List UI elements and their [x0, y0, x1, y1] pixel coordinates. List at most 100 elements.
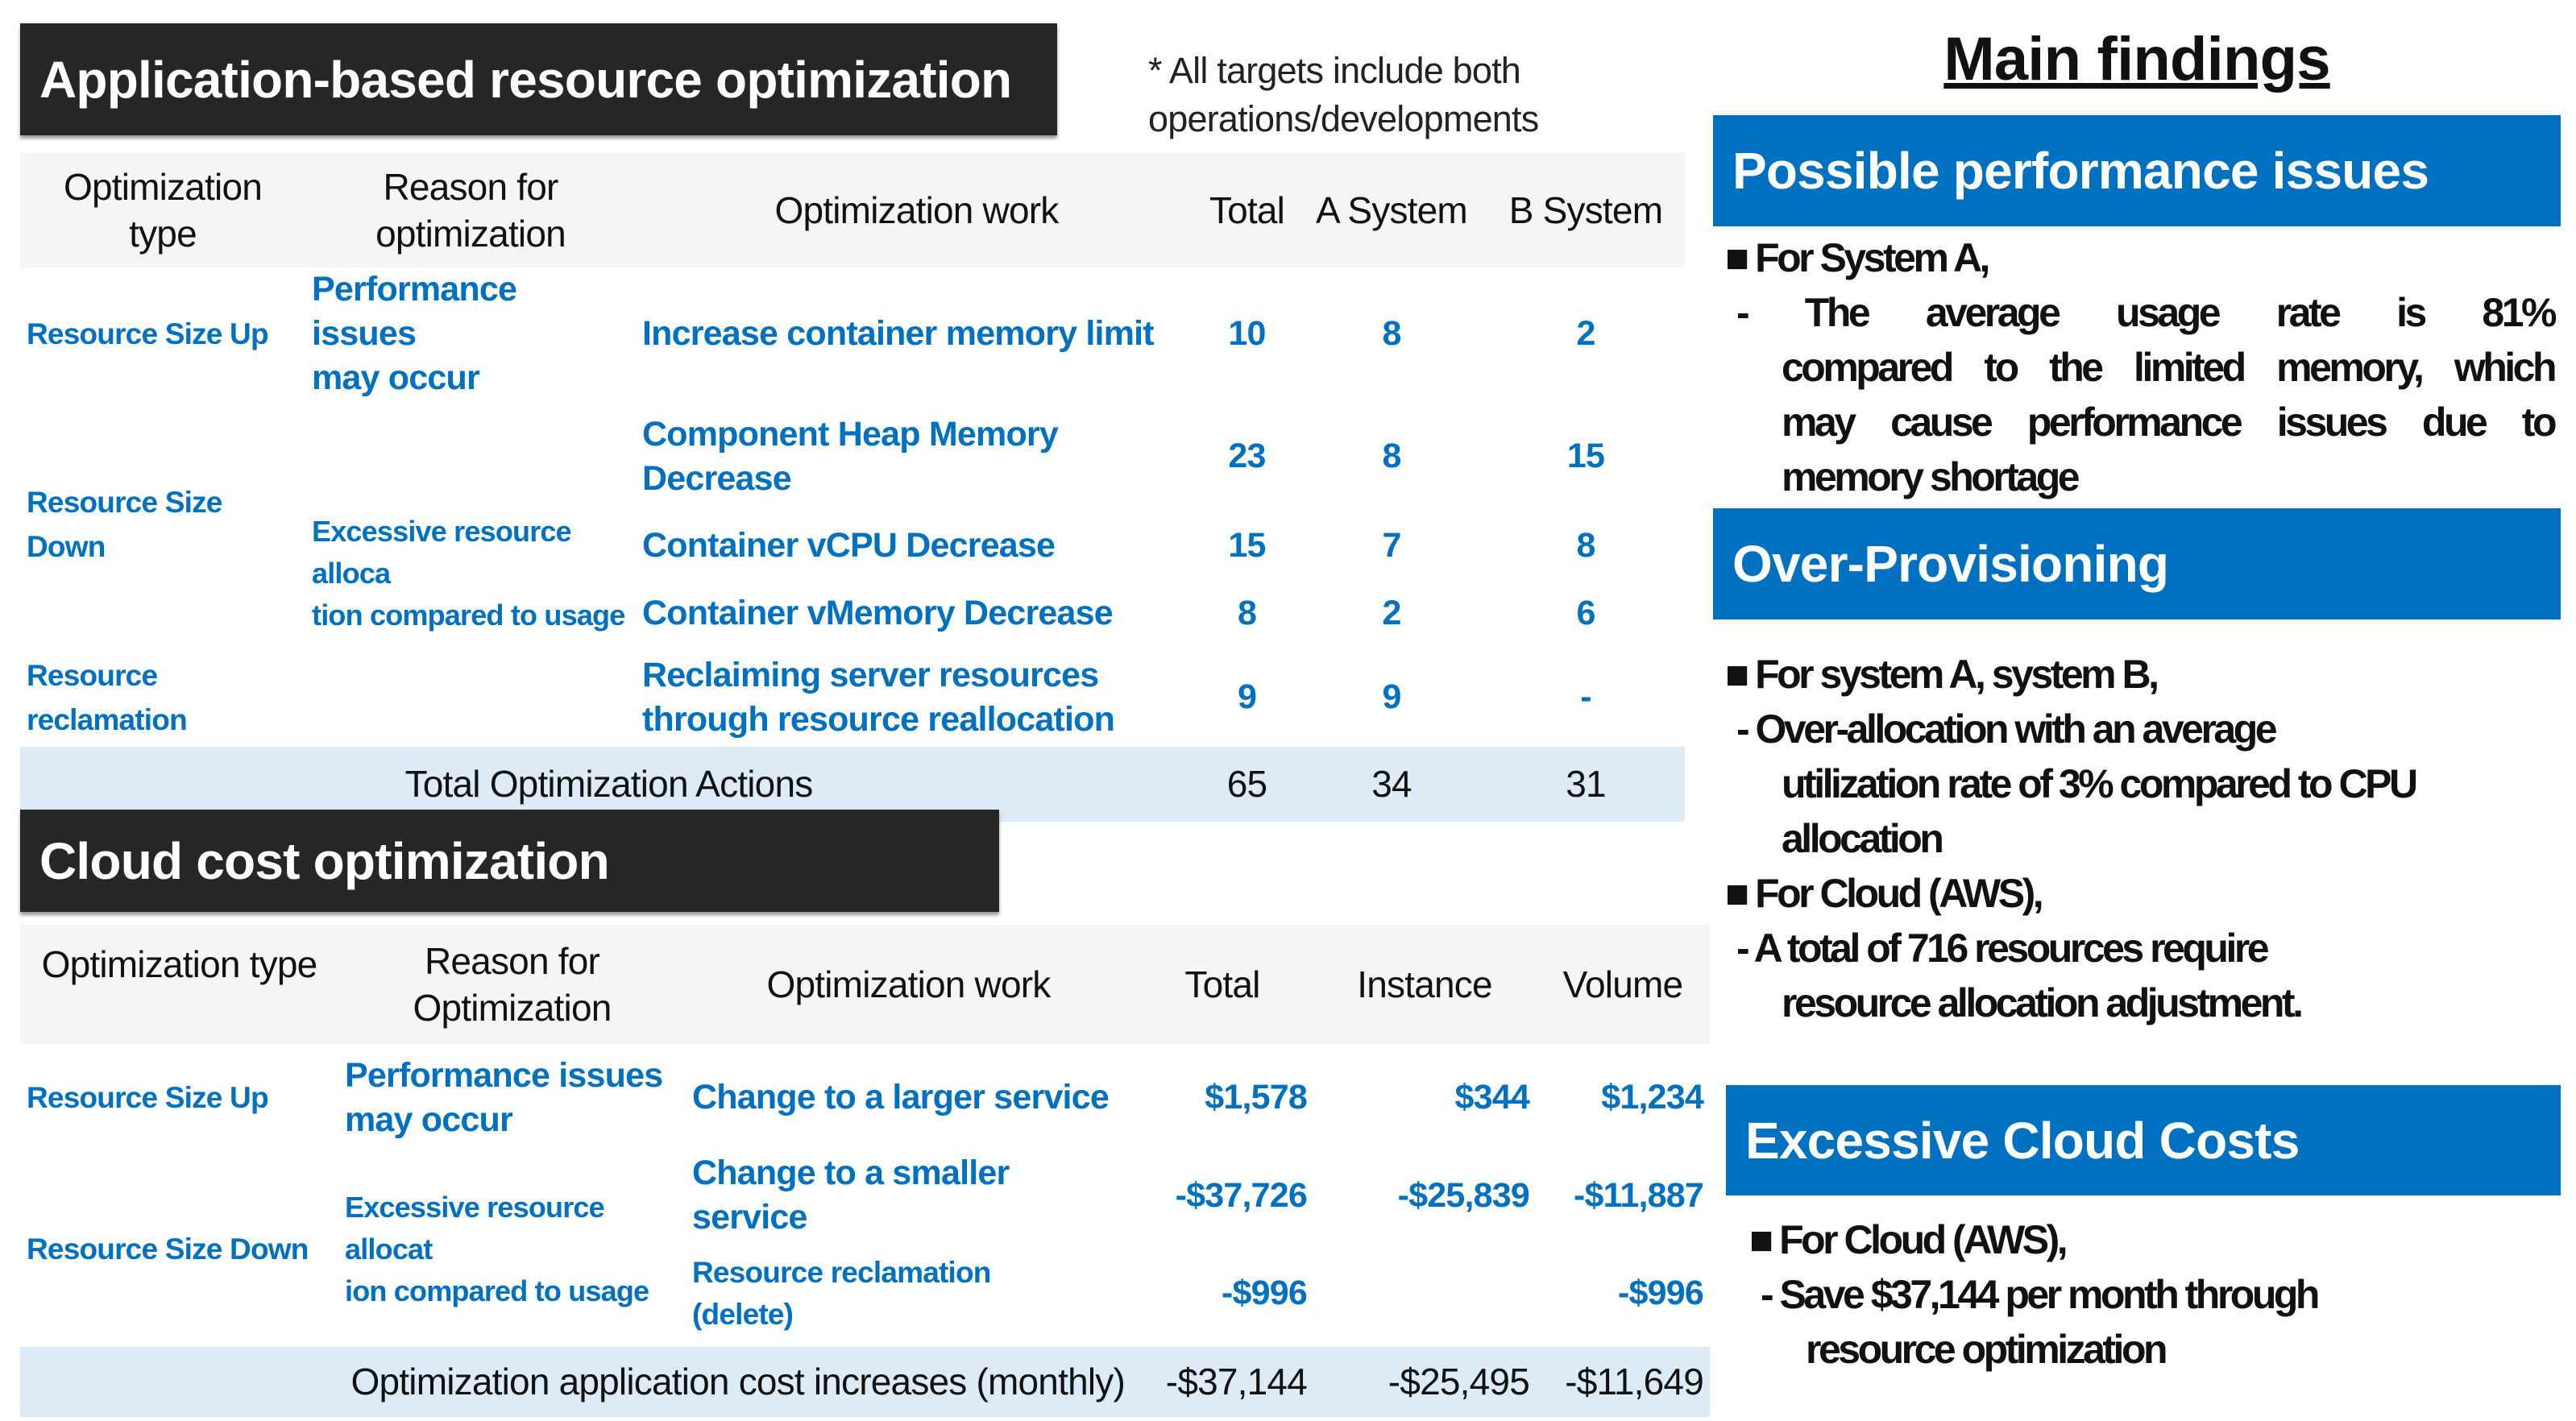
total-cell: 9 — [1237, 677, 1257, 716]
total-cell: 8 — [1237, 593, 1257, 632]
finding-body-overprovisioning: ■ For system A, system B, - Over-allocat… — [1720, 647, 2554, 1030]
type-cell: Resource Size Down — [27, 1232, 309, 1266]
total-cell: -$996 — [1222, 1274, 1308, 1312]
type-cell: Resource Size Up — [27, 317, 269, 350]
total-cell: 10 — [1228, 314, 1266, 353]
header-work: Optimization work — [636, 152, 1197, 267]
total-cell: -$37,726 — [1175, 1175, 1308, 1215]
total-label: Optimization application cost increases … — [20, 1347, 1131, 1417]
table-row: Container vMemory Decrease 8 2 6 — [20, 578, 1685, 648]
type-cell: Resource Size Up — [27, 1081, 269, 1114]
work-cell: Reclaiming server resources through resou… — [642, 655, 1115, 739]
a-system-cell: 8 — [1382, 437, 1401, 475]
work-cell: Change to a larger service — [692, 1078, 1110, 1116]
reason-cell: Performance issues may occur — [345, 1055, 663, 1139]
header-instance: Instance — [1313, 925, 1536, 1044]
work-cell: Container vMemory Decrease — [642, 593, 1114, 632]
detail-line: - Save $37,144 per month through — [1761, 1272, 2320, 1317]
total-label: Total Optimization Actions — [20, 747, 1197, 822]
detail-line: - Over-allocation with an average — [1736, 706, 2278, 752]
work-cell: Container vCPU Decrease — [642, 525, 1056, 565]
instance-cell — [1313, 1240, 1536, 1347]
bullet-line: ■ For system A, system B, — [1725, 652, 2159, 697]
b-system-cell: 31 — [1487, 747, 1685, 822]
a-system-cell: 2 — [1382, 593, 1401, 632]
b-system-cell: 15 — [1566, 437, 1605, 475]
header-total: Total — [1197, 152, 1296, 267]
total-cell: -$37,144 — [1131, 1347, 1313, 1417]
table-row: Resource Size Up Performance issues may o… — [20, 267, 1685, 400]
header-type: Optimization type — [20, 925, 338, 1044]
cloud-section-title: Cloud cost optimization — [20, 810, 999, 912]
type-cell: Resource Size Down — [27, 485, 222, 563]
instance-cell: -$25,839 — [1397, 1175, 1530, 1215]
volume-cell: $1,234 — [1601, 1078, 1704, 1116]
main-findings-title: Main findings — [1943, 25, 2330, 93]
detail-line: - A total of 716 resources require — [1736, 926, 2270, 971]
detail-line: utilization rate of 3% compared to CPU — [1782, 761, 2418, 806]
finding-body-cloud-costs: ■ For Cloud (AWS), - Save $37,144 per mo… — [1744, 1212, 2550, 1377]
header-type: Optimization type — [20, 152, 305, 267]
app-optimization-table: Optimization type Reason for optimization … — [20, 152, 1685, 822]
work-cell: Resource reclamation (delete) — [692, 1255, 991, 1331]
b-system-cell: 6 — [1576, 593, 1595, 632]
volume-cell: -$11,649 — [1536, 1347, 1710, 1417]
total-row: Total Optimization Actions 65 34 31 — [20, 747, 1685, 822]
bullet-line: ■ For Cloud (AWS), — [1725, 871, 2044, 916]
bullet-line: ■ For Cloud (AWS), — [1749, 1217, 2068, 1262]
app-section-title: Application-based resource optimization — [20, 23, 1057, 135]
note-line: operations/developments — [1148, 98, 1539, 139]
cloud-cost-table: Optimization type Reason for Optimization… — [20, 925, 1710, 1417]
header-a-system: A System — [1296, 152, 1487, 267]
header-volume: Volume — [1536, 925, 1710, 1044]
instance-cell: -$25,495 — [1313, 1347, 1536, 1417]
table-header: Optimization type Reason for optimization … — [20, 152, 1685, 267]
a-system-cell: 9 — [1382, 677, 1401, 716]
detail-line: resource optimization — [1806, 1327, 2168, 1372]
b-system-cell: - — [1580, 677, 1591, 716]
b-system-cell: 2 — [1576, 314, 1595, 353]
finding-body-performance: ■ For System A, - The average usage rate… — [1720, 230, 2557, 504]
a-system-cell: 34 — [1296, 747, 1487, 822]
detail-line: memory shortage — [1782, 454, 2080, 499]
header-total: Total — [1131, 925, 1313, 1044]
table-row: Resource reclamation (delete) -$996 -$996 — [20, 1240, 1710, 1347]
work-cell: Increase container memory limit — [642, 314, 1155, 353]
finding-heading-cloud-costs: Excessive Cloud Costs — [1726, 1085, 2561, 1195]
note-line: * All targets include both — [1148, 50, 1521, 91]
header-b-system: B System — [1487, 152, 1685, 267]
header-reason: Reason for Optimization — [338, 925, 686, 1044]
detail-line: compared to the limited memory, which — [1782, 345, 2557, 390]
total-cell: 65 — [1197, 747, 1296, 822]
table-row: Resource Size Down Excessive resource al… — [20, 1151, 1710, 1307]
detail-line: may cause performance issues due to — [1782, 400, 2557, 445]
table-row: Resource Size Up Performance issues may o… — [20, 1044, 1710, 1151]
a-system-cell: 7 — [1382, 525, 1401, 565]
a-system-cell: 8 — [1382, 314, 1401, 353]
table-row: Resource Size Down Excessive resource al… — [20, 400, 1685, 632]
instance-cell: $344 — [1454, 1078, 1530, 1116]
table-row: Resource reclamation Reclaiming server r… — [20, 648, 1685, 747]
detail-line: resource allocation adjustment. — [1782, 980, 2304, 1025]
work-cell: Change to a smaller service — [692, 1154, 1010, 1237]
total-row: Optimization application cost increases … — [20, 1347, 1710, 1417]
table-header: Optimization type Reason for Optimization… — [20, 925, 1710, 1044]
detail-line: - The average usage rate is 81% — [1736, 290, 2557, 335]
finding-heading-overprovisioning: Over-Provisioning — [1713, 508, 2561, 619]
total-cell: 15 — [1228, 525, 1266, 565]
volume-cell: -$996 — [1618, 1274, 1704, 1312]
finding-heading-performance: Possible performance issues — [1713, 115, 2561, 226]
type-cell: Resource reclamation — [27, 658, 188, 736]
volume-cell: -$11,887 — [1574, 1175, 1704, 1215]
table-row: Container vCPU Decrease 15 7 8 — [20, 512, 1685, 578]
header-reason: Reason for optimization — [305, 152, 636, 267]
targets-note: * All targets include both operations/de… — [1148, 47, 1539, 143]
bullet-line: ■ For System A, — [1725, 235, 1990, 280]
b-system-cell: 8 — [1576, 525, 1595, 565]
detail-line: allocation — [1782, 816, 1944, 861]
work-cell: Component Heap Memory Decrease — [642, 414, 1059, 498]
total-cell: 23 — [1228, 437, 1266, 475]
header-work: Optimization work — [686, 925, 1131, 1044]
